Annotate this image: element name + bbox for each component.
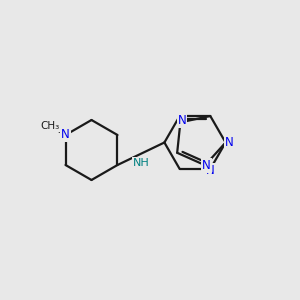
Text: NH: NH [133,158,149,168]
Text: N: N [225,136,234,149]
Text: N: N [178,114,186,128]
Text: CH₃: CH₃ [40,121,59,131]
Text: N: N [61,128,70,142]
Text: N: N [206,164,215,177]
Text: N: N [202,159,211,172]
